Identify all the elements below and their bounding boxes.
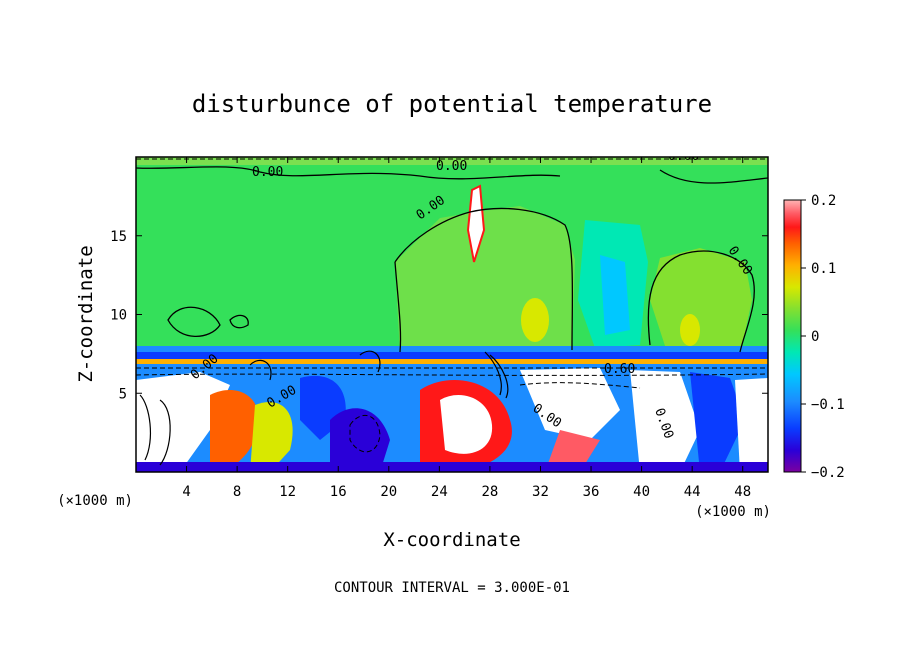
- footer-note: CONTOUR INTERVAL = 3.000E-01: [334, 580, 570, 596]
- y-axis: 5 10 15: [110, 229, 768, 402]
- colorbar-tick-label: 0: [811, 329, 819, 345]
- colorbar-gradient: [783, 199, 802, 473]
- x-axis-label: X-coordinate: [383, 529, 520, 551]
- colorbar-tick-label: −0.1: [811, 397, 845, 413]
- colorbar-tick-label: −0.2: [811, 465, 845, 481]
- x-unit-left: (×1000 m): [57, 493, 133, 509]
- contour-label: 0.60: [668, 149, 699, 164]
- x-tick-label: 28: [481, 484, 498, 500]
- y-tick-label: 10: [110, 308, 127, 324]
- x-tick-label: 36: [583, 484, 600, 500]
- x-tick-label: 24: [431, 484, 448, 500]
- x-unit-right: (×1000 m): [695, 504, 771, 520]
- x-tick-label: 12: [279, 484, 296, 500]
- x-tick-label: 16: [330, 484, 347, 500]
- contour-label: 0.60: [604, 362, 635, 377]
- x-tick-label: 4: [182, 484, 190, 500]
- x-tick-label: 20: [380, 484, 397, 500]
- chart-title: disturbunce of potential temperature: [192, 90, 712, 118]
- x-axis: 4 8 12 16 20 24 28 32 36 40 44 48: [182, 157, 751, 500]
- colorbar-tick-label: 0.1: [811, 261, 836, 277]
- colorbar: 0.2 0.1 0 −0.1 −0.2: [783, 193, 845, 481]
- colorbar-tick-label: 0.2: [811, 193, 836, 209]
- x-tick-label: 8: [233, 484, 241, 500]
- y-tick-label: 5: [119, 386, 127, 402]
- x-tick-label: 40: [633, 484, 650, 500]
- x-tick-label: 48: [734, 484, 751, 500]
- y-axis-label: Z-coordinate: [75, 245, 97, 382]
- colorbar-ticks: 0.2 0.1 0 −0.1 −0.2: [801, 193, 845, 481]
- x-tick-label: 32: [532, 484, 549, 500]
- heatmap-field: 0.00 0.00 0.00 0.00 0.00 0.60 0.60 0.00 …: [136, 149, 768, 472]
- y-tick-label: 15: [110, 229, 127, 245]
- x-tick-label: 44: [684, 484, 701, 500]
- contour-label: 0.00: [436, 159, 467, 174]
- contour-label: 0.00: [252, 165, 283, 180]
